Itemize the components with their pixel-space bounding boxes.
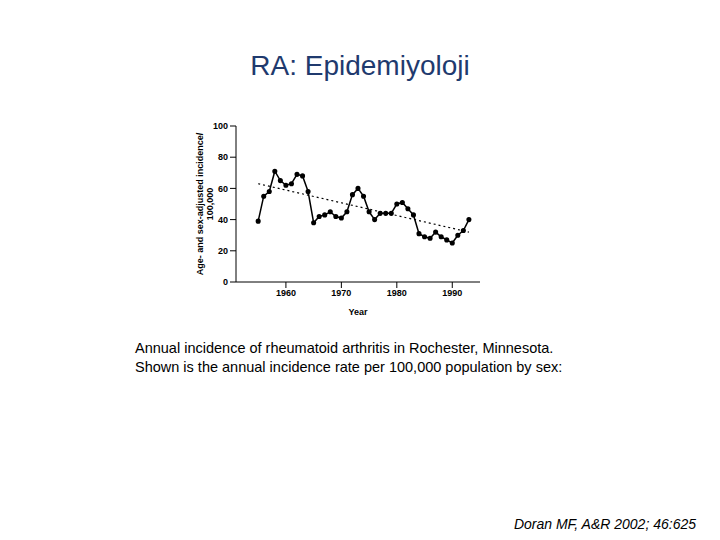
html-text:Shown is the annual incidence: Shown is the annual incidence rate per 1… <box>135 359 563 375</box>
svg-text:Year: Year <box>348 307 368 317</box>
html-text:Doran MF, A&R 2002; 46:625: Doran MF, A&R 2002; 46:625 <box>513 516 696 532</box>
svg-text:1980: 1980 <box>387 288 407 298</box>
svg-text:1990: 1990 <box>442 288 462 298</box>
svg-text:60: 60 <box>218 184 228 194</box>
html-text:100,000: 100,000 <box>205 187 215 221</box>
html-text:Annual incidence of rheumatoid: Annual incidence of rheumatoid arthritis… <box>135 340 554 356</box>
svg-text:20: 20 <box>218 246 228 256</box>
svg-text:1970: 1970 <box>331 288 351 298</box>
html-text:RA: Epidemiyoloji: RA: Epidemiyoloji <box>250 50 470 81</box>
svg-text:40: 40 <box>218 215 228 225</box>
svg-text:80: 80 <box>218 152 228 162</box>
svg-text:0: 0 <box>223 277 228 287</box>
svg-text:100: 100 <box>213 121 228 131</box>
svg-text:1960: 1960 <box>276 288 296 298</box>
html-text:Age- and sex-adjusted incidenc: Age- and sex-adjusted incidence/ <box>195 132 205 276</box>
